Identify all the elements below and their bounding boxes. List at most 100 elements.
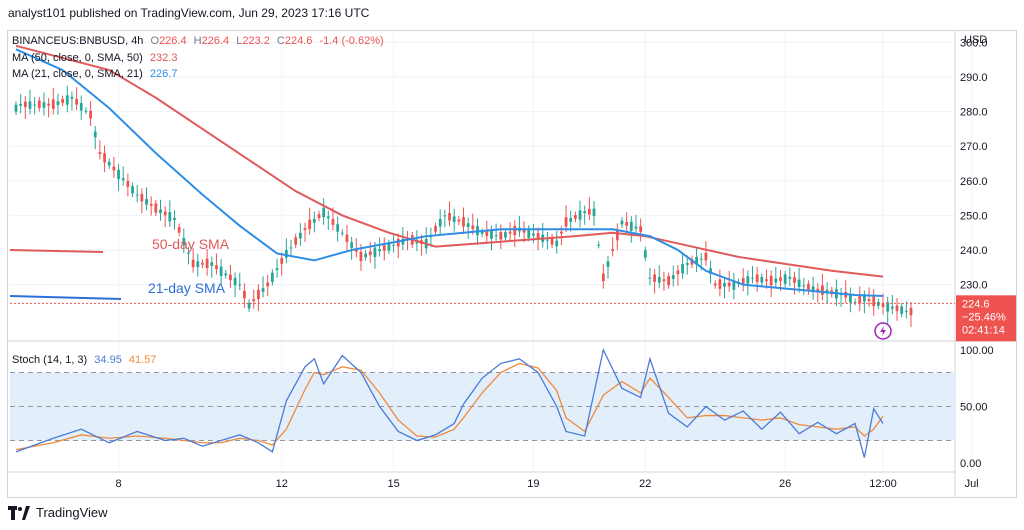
candle-body: [75, 98, 78, 105]
candle-body: [573, 215, 577, 219]
candle-body: [620, 220, 624, 225]
candle-body: [368, 251, 372, 256]
candle-body: [23, 101, 27, 108]
candle-body: [462, 217, 465, 227]
stoch-d-line: [15, 362, 884, 451]
candle-body: [93, 131, 97, 138]
candle-body: [587, 208, 591, 215]
candle-body: [233, 277, 237, 286]
candle-body: [56, 101, 60, 106]
candle-body: [713, 283, 717, 286]
ma21-legend[interactable]: MA (21, close, 0, SMA, 21) 226.7: [12, 66, 181, 82]
candle-body: [131, 186, 134, 194]
candle-body: [159, 209, 162, 214]
candle-body: [671, 275, 675, 279]
footer-brand[interactable]: TradingView: [8, 505, 108, 520]
open-label: O: [150, 35, 160, 47]
candle-body: [452, 216, 456, 222]
candle-body: [163, 211, 167, 216]
candle-body: [802, 285, 806, 287]
alert-flash-glyph: [880, 326, 887, 336]
candle-body: [471, 225, 475, 230]
candle-body: [149, 203, 153, 206]
price-tick-label: 260.0: [960, 176, 988, 188]
publish-info: analyst101 published on TradingView.com,…: [8, 6, 370, 20]
candle-body: [466, 223, 470, 228]
stoch-k-line: [15, 347, 884, 458]
candle-body: [187, 252, 190, 254]
high-value: 226.4: [201, 35, 230, 47]
candle-body: [793, 277, 796, 283]
candle-body: [508, 231, 512, 234]
candle-body: [443, 215, 447, 217]
candle-body: [205, 258, 209, 269]
candle-body: [345, 234, 349, 243]
alert-flash-icon: [874, 322, 892, 340]
candle-body: [685, 263, 689, 265]
candle-body: [895, 305, 899, 312]
tradingview-logo-icon: [8, 505, 30, 520]
candle-body: [909, 307, 913, 316]
candle-body: [103, 153, 106, 163]
candle-body: [555, 240, 559, 247]
currency-label: USD: [964, 34, 987, 46]
candle-body: [765, 279, 768, 282]
candle-body: [354, 249, 358, 252]
candle-body: [872, 296, 876, 307]
time-tick-label: 19: [527, 478, 539, 490]
candle-body: [438, 219, 442, 227]
stoch-tick-label: 100.00: [960, 345, 994, 357]
symbol-legend: BINANCEUS:BNBUSD, 4h O226.4 H226.4 L223.…: [12, 33, 388, 49]
change-value: -1.4 (-0.62%): [319, 35, 384, 47]
candle-body: [350, 242, 354, 248]
stoch-label: Stoch (14, 1, 3): [12, 354, 88, 366]
candle-body: [196, 261, 200, 267]
low-label: L: [236, 35, 243, 47]
candle-body: [904, 310, 908, 312]
candle-body: [126, 181, 130, 187]
candle-body: [247, 302, 251, 309]
stoch-legend[interactable]: Stoch (14, 1, 3) 34.95 41.57: [12, 352, 160, 368]
candle-body: [723, 282, 726, 287]
candle-body: [434, 226, 437, 232]
candle-body: [270, 272, 274, 283]
candle-body: [592, 208, 596, 217]
candle-body: [760, 276, 764, 283]
candle-body: [657, 276, 661, 283]
stoch-k-value: 34.95: [94, 354, 122, 366]
candle-body: [298, 232, 302, 239]
candle-body: [704, 252, 708, 261]
candle-body: [224, 273, 228, 276]
candle-body: [331, 219, 335, 225]
candle-body: [681, 264, 684, 274]
candle-body: [751, 277, 754, 279]
candle-body: [546, 239, 549, 241]
candle-body: [718, 279, 722, 289]
candle-body: [140, 193, 144, 202]
time-tick-label: Jul: [965, 478, 979, 490]
candle-body: [326, 216, 330, 219]
candle-body: [98, 152, 102, 154]
last-change-label: −25.46%: [962, 311, 1006, 323]
time-tick-label: 8: [115, 478, 121, 490]
candle-body: [359, 251, 363, 262]
ma50-legend[interactable]: MA (50, close, 0, SMA, 50) 232.3: [12, 50, 181, 66]
candle-body: [606, 261, 610, 267]
low-value: 223.2: [242, 35, 270, 47]
candle-body: [215, 265, 218, 269]
time-tick-label: 26: [779, 478, 791, 490]
candle-body: [373, 247, 377, 257]
candle-body: [303, 228, 307, 231]
candle-body: [238, 284, 242, 286]
candle-body: [648, 277, 652, 279]
candle-body: [821, 285, 824, 295]
candle-body: [201, 262, 204, 265]
candle-body: [84, 110, 88, 112]
candle-body: [494, 235, 498, 237]
candle-body: [527, 228, 531, 238]
candle-body: [853, 301, 857, 303]
close-value: 224.6: [284, 35, 313, 47]
footer-brand-label: TradingView: [36, 505, 108, 520]
candle-body: [107, 161, 111, 166]
